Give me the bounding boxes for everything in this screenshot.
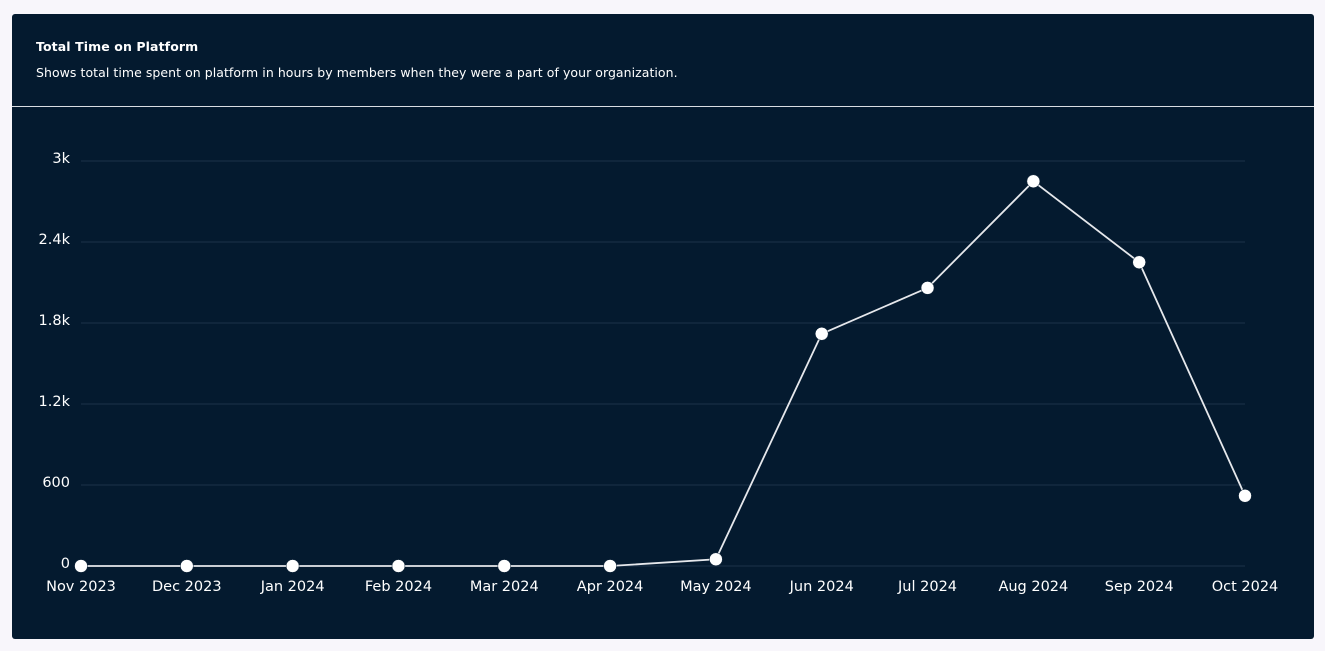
data-points [74, 174, 1252, 573]
x-axis-ticks: Nov 2023 Dec 2023 Jan 2024 Feb 2024 Mar 2024… [46, 579, 1278, 595]
data-point[interactable] [709, 552, 723, 566]
data-point[interactable] [920, 281, 935, 295]
x-tick-label: Jan 2024 [260, 579, 325, 595]
series-line-layer [81, 180, 1246, 567]
y-tick-label: 1.2k [39, 394, 71, 410]
series-line [81, 180, 1246, 567]
card-header: Total Time on Platform Shows total time … [12, 14, 1314, 107]
gridlines [81, 160, 1245, 567]
y-axis-ticks: 0 600 1.2k 1.8k 2.4k 3k [39, 151, 71, 572]
data-point[interactable] [1132, 255, 1146, 269]
data-point[interactable] [285, 559, 300, 573]
x-tick-label: Jul 2024 [897, 579, 957, 595]
x-tick-label: Jun 2024 [789, 579, 854, 595]
line-chart: 0 600 1.2k 1.8k 2.4k 3k Nov 2023 Dec 2023 Jan 2… [39, 151, 1279, 595]
x-tick-label: Nov 2023 [46, 579, 116, 595]
x-tick-label: Sep 2024 [1105, 579, 1174, 595]
y-tick-label: 600 [42, 475, 70, 491]
data-point[interactable] [497, 559, 512, 573]
data-point[interactable] [814, 327, 829, 341]
y-tick-label: 3k [52, 151, 70, 167]
x-tick-label: Feb 2024 [365, 579, 432, 595]
y-tick-label: 2.4k [39, 232, 71, 248]
data-point[interactable] [1026, 174, 1041, 188]
data-point[interactable] [603, 559, 617, 573]
data-point[interactable] [74, 559, 88, 573]
y-tick-label: 1.8k [39, 313, 71, 329]
data-point[interactable] [1238, 489, 1252, 503]
x-tick-label: Mar 2024 [470, 579, 539, 595]
chart-title: Total Time on Platform [36, 39, 199, 54]
data-point[interactable] [180, 559, 194, 573]
x-tick-label: May 2024 [680, 579, 752, 595]
x-tick-label: Dec 2023 [152, 579, 222, 595]
chart-card: Total Time on Platform Shows total time … [12, 14, 1314, 639]
chart-subtitle: Shows total time spent on platform in ho… [36, 65, 678, 80]
data-point[interactable] [391, 559, 406, 573]
x-tick-label: Aug 2024 [998, 579, 1068, 595]
x-tick-label: Apr 2024 [577, 579, 644, 595]
y-tick-label: 0 [61, 556, 70, 572]
x-tick-label: Oct 2024 [1212, 579, 1279, 595]
